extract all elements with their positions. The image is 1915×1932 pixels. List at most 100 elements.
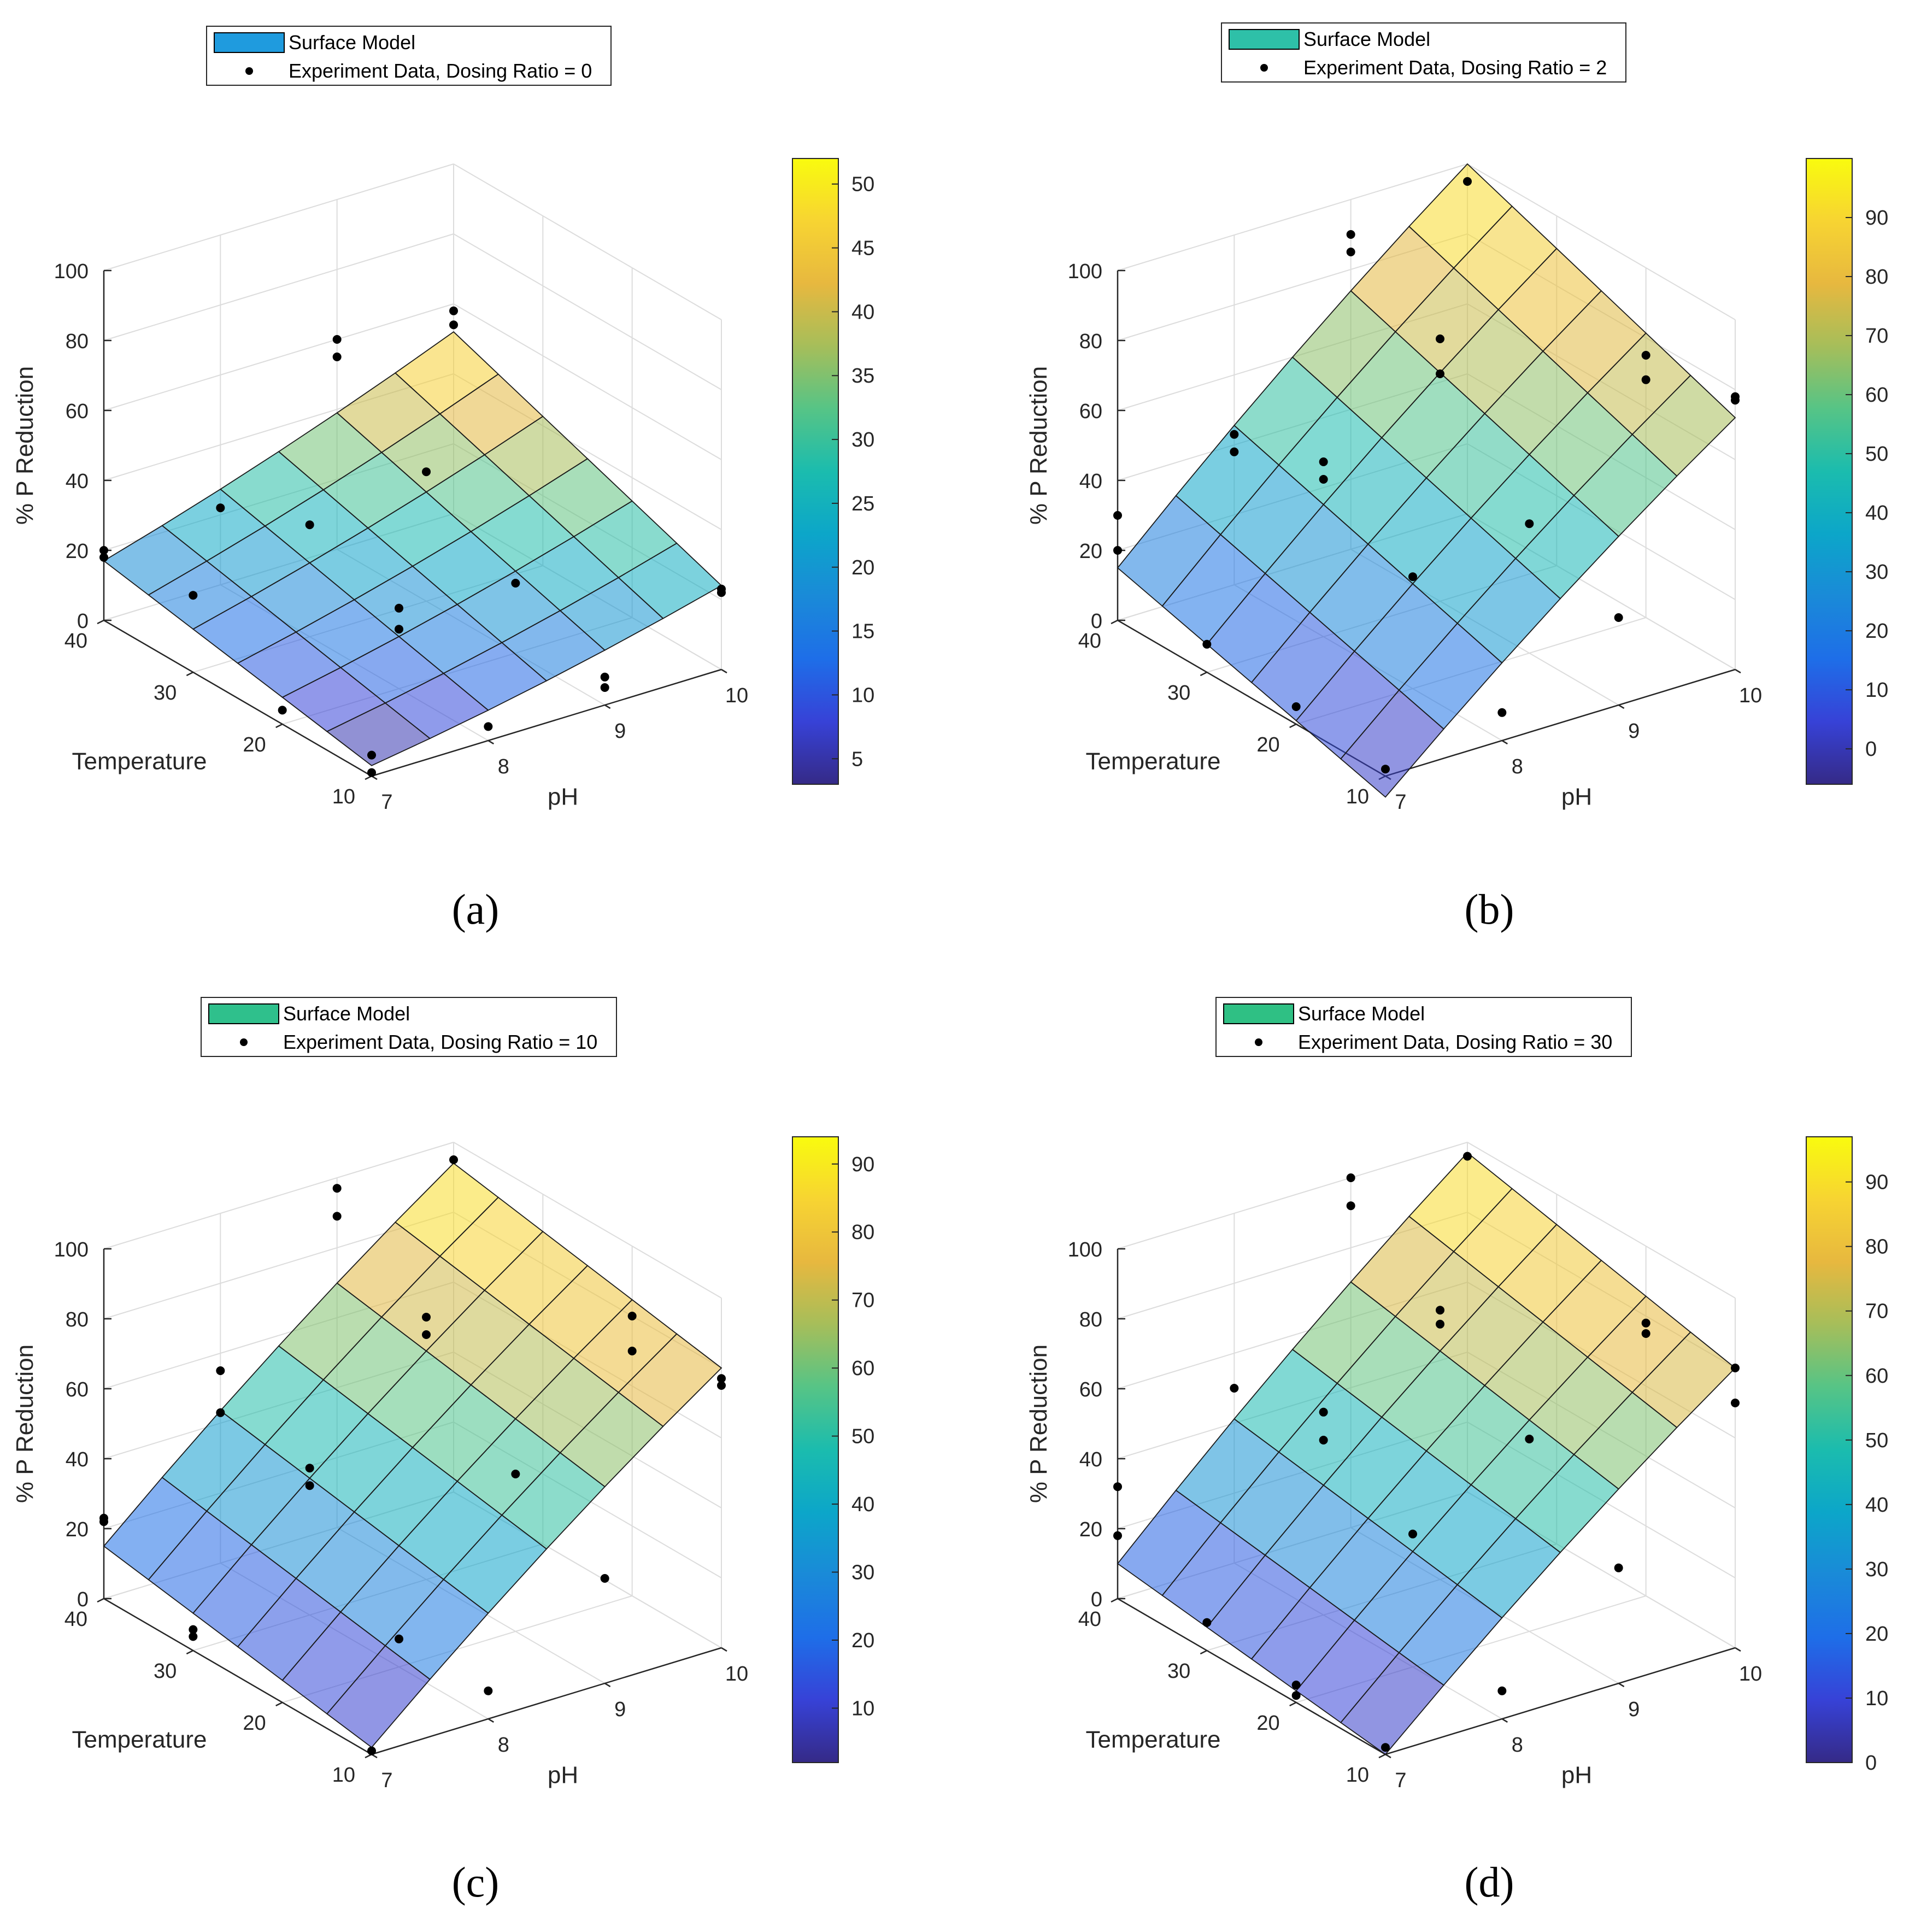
data-point <box>1641 351 1650 360</box>
x-tick-label: 10 <box>725 684 748 707</box>
colorbar-tick-label: 70 <box>1865 325 1888 348</box>
data-point <box>1614 1563 1623 1572</box>
y-tick-mark <box>1200 671 1207 677</box>
legend-point-marker <box>1260 64 1268 72</box>
data-point <box>1319 457 1328 466</box>
x-tick-mark <box>1618 704 1625 709</box>
legend-surface-label: Surface Model <box>289 31 415 54</box>
colorbar-tick-label: 60 <box>1865 1365 1888 1388</box>
z-tick-label: 20 <box>66 1518 89 1541</box>
x-tick-label: 8 <box>1512 1734 1523 1757</box>
x-tick-mark <box>1735 668 1741 674</box>
legend-points-label: Experiment Data, Dosing Ratio = 10 <box>283 1031 597 1053</box>
z-tick-label: 60 <box>66 1378 89 1401</box>
data-point <box>1731 396 1740 405</box>
x-axis-line <box>371 668 722 777</box>
z-tick-label: 40 <box>1079 1448 1102 1471</box>
colorbar-tick-label: 10 <box>1865 679 1888 702</box>
data-point <box>367 750 376 760</box>
colorbar-tick-label: 80 <box>1865 1236 1888 1259</box>
x-tick-label: 8 <box>498 755 509 778</box>
colorbar-tick-label: 10 <box>851 1697 874 1720</box>
data-point <box>1463 1152 1472 1161</box>
legend-surface-swatch <box>208 1003 279 1024</box>
z-tick-label: 60 <box>66 400 89 423</box>
data-point <box>1230 430 1239 439</box>
colorbar <box>792 1136 839 1763</box>
grid-line <box>453 1142 722 1299</box>
colorbar-tick-label: 20 <box>1865 1623 1888 1646</box>
z-tick-label: 40 <box>66 1448 89 1471</box>
grid-line <box>1117 1142 1468 1249</box>
data-point <box>422 1313 431 1322</box>
data-point <box>1346 1201 1355 1211</box>
data-point <box>511 1470 520 1478</box>
colorbar-tick-label: 50 <box>851 1425 874 1448</box>
data-point <box>1525 1435 1534 1443</box>
grid-line <box>453 233 722 390</box>
z-axis-label: % P Reduction <box>11 366 38 525</box>
panel-caption: (a) <box>452 885 500 933</box>
data-point <box>1113 1531 1122 1540</box>
data-point <box>216 1408 225 1417</box>
grid-line <box>103 1142 454 1249</box>
data-point <box>1436 369 1444 378</box>
x-tick-mark <box>1501 1718 1508 1723</box>
data-point <box>1113 511 1122 520</box>
legend-point-marker <box>240 1038 248 1046</box>
data-point <box>1641 1318 1650 1328</box>
colorbar-tick-label: 30 <box>1865 561 1888 584</box>
data-point <box>511 579 520 588</box>
y-tick-label: 20 <box>1256 1712 1279 1735</box>
data-point <box>717 1374 726 1383</box>
z-tick-label: 0 <box>77 1588 89 1611</box>
data-point <box>1319 475 1328 484</box>
data-point <box>1113 546 1122 555</box>
data-point <box>1614 613 1623 622</box>
x-tick-mark <box>1501 739 1508 745</box>
z-tick-label: 80 <box>1079 1308 1102 1331</box>
y-tick-label: 30 <box>154 682 177 704</box>
colorbar-tick-label: 50 <box>1865 1429 1888 1452</box>
data-point <box>189 1625 198 1634</box>
y-tick-label: 40 <box>1078 1608 1101 1631</box>
x-axis-label: pH <box>548 784 578 811</box>
z-tick-label: 80 <box>1079 330 1102 353</box>
colorbar-tick-label: 20 <box>851 1629 874 1652</box>
colorbar-tick-label: 35 <box>851 365 874 387</box>
data-point <box>1463 177 1472 186</box>
colorbar-tick-label: 25 <box>851 492 874 515</box>
x-tick-label: 10 <box>1739 1663 1762 1686</box>
colorbar-tick-label: 30 <box>1865 1558 1888 1581</box>
data-point <box>1436 334 1444 343</box>
y-axis-label: Temperature <box>1085 1727 1220 1753</box>
z-tick-label: 100 <box>54 260 89 283</box>
x-tick-mark <box>487 739 494 745</box>
data-point <box>395 625 403 634</box>
data-point <box>449 1155 458 1164</box>
data-point <box>305 1481 314 1490</box>
z-tick-label: 20 <box>1079 540 1102 563</box>
data-point <box>422 467 431 477</box>
colorbar-tick-label: 50 <box>1865 443 1888 466</box>
data-point <box>1381 1743 1390 1752</box>
colorbar-tick-label: 40 <box>851 1493 874 1516</box>
x-tick-mark <box>604 1682 611 1688</box>
data-point <box>1202 639 1212 649</box>
z-tick-label: 60 <box>1079 400 1102 423</box>
data-point <box>1408 1529 1417 1538</box>
y-tick-label: 20 <box>1256 733 1279 756</box>
colorbar-tick-label: 30 <box>851 428 874 451</box>
colorbar-tick-label: 45 <box>851 237 874 260</box>
z-tick-label: 80 <box>66 330 89 353</box>
data-point <box>600 683 609 692</box>
x-tick-label: 7 <box>381 791 392 814</box>
z-tick-label: 100 <box>1068 260 1102 283</box>
data-point <box>1436 1306 1444 1315</box>
data-point <box>1346 1173 1355 1182</box>
panel-caption: (c) <box>452 1858 500 1906</box>
grid-line <box>103 163 454 271</box>
y-tick-mark <box>1111 619 1118 625</box>
data-point <box>332 335 342 344</box>
